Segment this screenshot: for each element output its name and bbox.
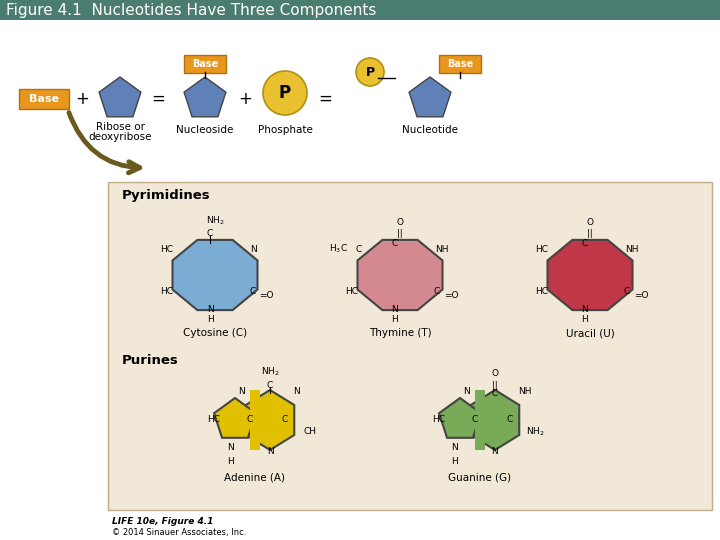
Text: Figure 4.1  Nucleotides Have Three Components: Figure 4.1 Nucleotides Have Three Compon…: [6, 3, 377, 17]
Text: H$_3$C: H$_3$C: [329, 243, 348, 255]
Text: N: N: [582, 305, 588, 314]
Circle shape: [356, 58, 384, 86]
Polygon shape: [214, 398, 256, 438]
Polygon shape: [99, 77, 141, 117]
Text: O: O: [397, 218, 403, 227]
Text: C: C: [624, 287, 630, 296]
Text: C: C: [356, 245, 362, 253]
Text: N: N: [250, 245, 257, 253]
Text: Ribose or: Ribose or: [96, 122, 145, 132]
FancyBboxPatch shape: [439, 55, 481, 73]
Text: N: N: [293, 388, 300, 396]
Text: C: C: [507, 415, 513, 424]
FancyBboxPatch shape: [19, 89, 69, 109]
Text: =: =: [318, 90, 332, 108]
Text: =: =: [151, 90, 165, 108]
Text: O: O: [492, 369, 498, 378]
Text: P: P: [366, 65, 374, 78]
Text: ||: ||: [492, 381, 498, 389]
Polygon shape: [409, 77, 451, 117]
Text: +: +: [75, 90, 89, 108]
Text: Purines: Purines: [122, 354, 179, 367]
Text: H: H: [392, 314, 398, 323]
Text: CH: CH: [303, 428, 316, 436]
Polygon shape: [475, 390, 485, 450]
Text: H: H: [207, 314, 213, 323]
FancyBboxPatch shape: [184, 55, 226, 73]
Text: ||: ||: [587, 230, 593, 239]
Text: HC: HC: [207, 415, 220, 424]
Text: +: +: [238, 90, 252, 108]
Text: Base: Base: [447, 59, 473, 69]
Text: Phosphate: Phosphate: [258, 125, 312, 135]
Text: NH: NH: [518, 388, 531, 396]
Text: O: O: [587, 218, 593, 227]
Polygon shape: [358, 240, 443, 310]
Polygon shape: [250, 390, 260, 450]
Text: Uracil (U): Uracil (U): [566, 328, 614, 338]
Text: C: C: [492, 388, 498, 397]
FancyBboxPatch shape: [0, 0, 720, 20]
Text: deoxyribose: deoxyribose: [89, 132, 152, 142]
Text: Nucleotide: Nucleotide: [402, 125, 458, 135]
Text: HC: HC: [535, 245, 548, 253]
FancyBboxPatch shape: [0, 20, 720, 185]
Text: N: N: [392, 305, 398, 314]
Text: N: N: [207, 305, 213, 314]
Circle shape: [263, 71, 307, 115]
Text: N: N: [451, 442, 459, 451]
Text: C: C: [582, 239, 588, 247]
Text: =O: =O: [259, 292, 274, 300]
Text: Thymine (T): Thymine (T): [369, 328, 431, 338]
Text: ||: ||: [397, 230, 403, 239]
Text: HC: HC: [345, 287, 358, 296]
Text: H: H: [227, 457, 233, 467]
FancyBboxPatch shape: [108, 182, 712, 510]
Text: N: N: [266, 448, 274, 456]
Text: C: C: [434, 287, 440, 296]
Text: C: C: [392, 239, 398, 247]
Text: Base: Base: [29, 94, 59, 104]
Text: Cytosine (C): Cytosine (C): [183, 328, 247, 338]
Polygon shape: [439, 398, 481, 438]
Text: © 2014 Sinauer Associates, Inc.: © 2014 Sinauer Associates, Inc.: [112, 528, 246, 537]
Text: H: H: [582, 314, 588, 323]
Text: HC: HC: [160, 245, 173, 253]
Text: Base: Base: [192, 59, 218, 69]
Text: N: N: [238, 388, 245, 396]
Polygon shape: [471, 390, 519, 450]
Polygon shape: [547, 240, 632, 310]
Text: HC: HC: [535, 287, 548, 296]
Text: C: C: [207, 230, 213, 239]
Text: H: H: [451, 457, 459, 467]
Text: C: C: [247, 415, 253, 424]
Text: P: P: [279, 84, 291, 102]
Text: N: N: [463, 388, 470, 396]
Polygon shape: [246, 390, 294, 450]
Text: C: C: [472, 415, 478, 424]
Text: LIFE 10e, Figure 4.1: LIFE 10e, Figure 4.1: [112, 517, 213, 526]
Text: Pyrimidines: Pyrimidines: [122, 188, 211, 201]
Text: NH$_2$: NH$_2$: [261, 366, 279, 378]
Text: Guanine (G): Guanine (G): [449, 473, 512, 483]
Polygon shape: [184, 77, 226, 117]
Text: C: C: [267, 381, 273, 389]
Text: N: N: [492, 448, 498, 456]
Text: NH: NH: [625, 245, 639, 253]
Text: =O: =O: [444, 292, 459, 300]
Text: NH$_2$: NH$_2$: [206, 214, 225, 227]
Polygon shape: [173, 240, 258, 310]
Text: =O: =O: [634, 292, 649, 300]
Text: C: C: [282, 415, 288, 424]
Text: NH$_2$: NH$_2$: [526, 426, 544, 438]
Text: N: N: [227, 442, 233, 451]
Text: HC: HC: [160, 287, 173, 296]
Text: Adenine (A): Adenine (A): [225, 473, 286, 483]
Text: NH: NH: [435, 245, 449, 253]
Text: HC: HC: [432, 415, 445, 424]
FancyArrowPatch shape: [69, 113, 140, 173]
Text: Nucleoside: Nucleoside: [176, 125, 234, 135]
Text: C: C: [249, 287, 256, 296]
